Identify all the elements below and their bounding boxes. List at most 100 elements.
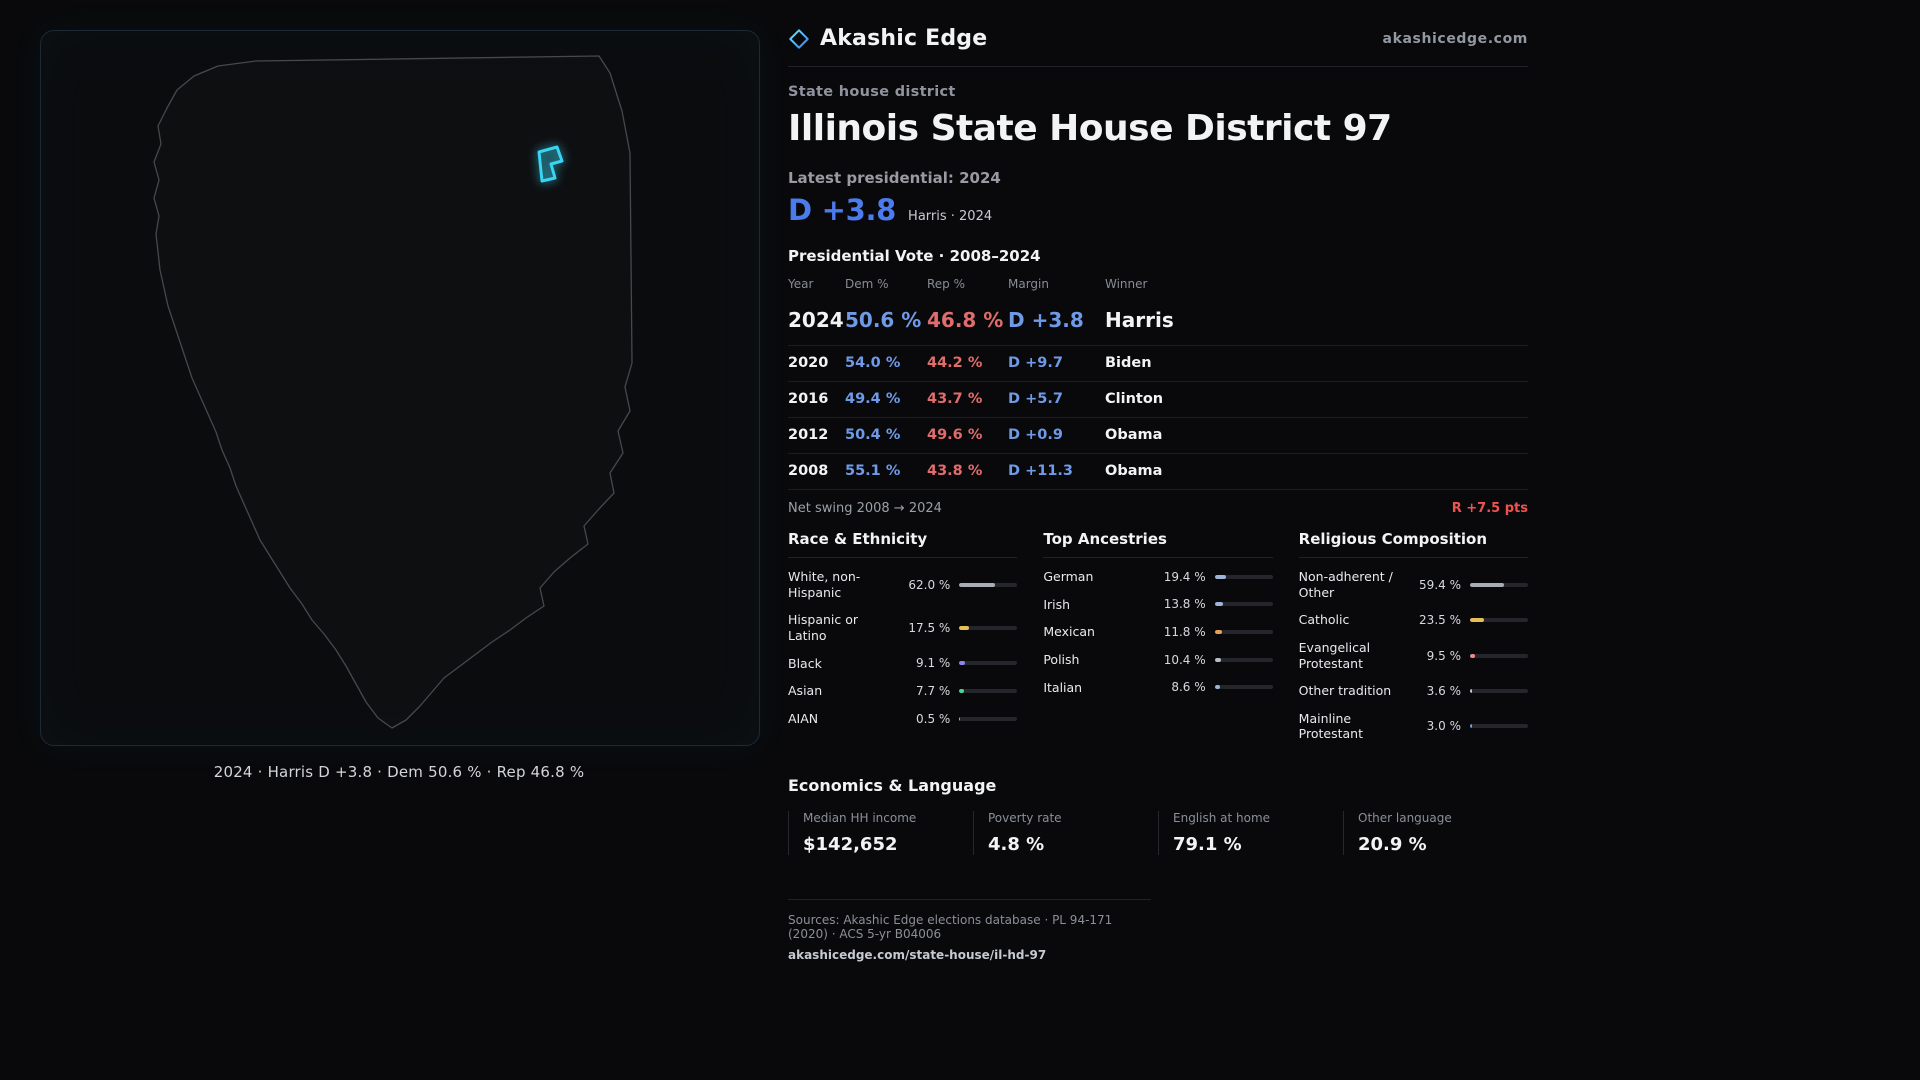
permalink[interactable]: akashicedge.com/state-house/il-hd-97	[788, 948, 1047, 962]
bar-fill	[959, 582, 996, 587]
illinois-outline	[153, 55, 633, 729]
demographic-value: 13.8 %	[1163, 597, 1206, 612]
brand: Akashic Edge	[788, 26, 987, 51]
demographic-label: Polish	[1043, 651, 1080, 667]
col-header-rep: Rep %	[927, 277, 966, 291]
ancestry-items: German 19.4 % Irish 13.8 % Mexican	[1043, 563, 1273, 702]
vote-winner: Obama	[1105, 463, 1163, 479]
vote-year: 2024	[788, 308, 844, 332]
section-religious-composition: Religious Composition Non-adherent / Oth…	[1298, 530, 1528, 748]
footer: Sources: Akashic Edge elections database…	[788, 899, 1151, 962]
bar-track	[959, 582, 1018, 587]
net-swing-value: R +7.5 pts	[1451, 501, 1528, 516]
bar-track	[1469, 688, 1528, 693]
bar-fill	[1469, 724, 1472, 729]
sources-text: Sources: Akashic Edge elections database…	[788, 913, 1113, 941]
vote-year: 2012	[788, 427, 829, 443]
vote-table-body: 2024 50.6 % 46.8 % D +3.8 Harris 2020 54…	[788, 299, 1528, 490]
stat-value: 20.9 %	[1358, 834, 1427, 855]
economics-stats: Median HH income $142,652 Poverty rate 4…	[788, 811, 1528, 855]
bar-track	[1469, 582, 1528, 587]
bar-track	[959, 625, 1018, 630]
stat-label: English at home	[1173, 811, 1271, 825]
bar-fill	[1214, 602, 1223, 607]
vote-winner: Obama	[1105, 427, 1163, 443]
stat-card: Median HH income $142,652	[788, 811, 973, 855]
demographic-row: Other tradition 3.6 %	[1299, 677, 1528, 705]
bar-track	[959, 661, 1018, 666]
vote-table-row: 2020 54.0 % 44.2 % D +9.7 Biden	[788, 346, 1528, 382]
map-caption: 2024 · Harris D +3.8 · Dem 50.6 % · Rep …	[213, 763, 585, 781]
stat-card: Poverty rate 4.8 %	[973, 811, 1158, 855]
demographic-value: 17.5 %	[908, 620, 951, 635]
demographic-row: Hispanic or Latino 17.5 %	[788, 606, 1018, 649]
race-section-title: Race & Ethnicity	[788, 530, 1018, 558]
demographic-value: 9.1 %	[916, 656, 951, 671]
headline-margin-value: D +3.8	[788, 193, 897, 227]
vote-margin: D +5.7	[1008, 391, 1063, 407]
headline-margin-detail: Harris · 2024	[908, 209, 993, 224]
vote-table-row: 2012 50.4 % 49.6 % D +0.9 Obama	[788, 418, 1528, 454]
map-column: 2024 · Harris D +3.8 · Dem 50.6 % · Rep …	[0, 0, 760, 962]
demographic-row: Italian 8.6 %	[1043, 674, 1273, 702]
vote-rep-pct: 49.6 %	[927, 427, 983, 443]
vote-year: 2020	[788, 355, 829, 371]
vote-rep-pct: 44.2 %	[927, 355, 983, 371]
demographic-value: 7.7 %	[916, 683, 951, 698]
stat-card: English at home 79.1 %	[1158, 811, 1343, 855]
stat-value: $142,652	[803, 834, 898, 855]
demographic-value: 19.4 %	[1163, 569, 1206, 584]
district-97-shape[interactable]	[537, 145, 564, 183]
vote-rep-pct: 46.8 %	[927, 308, 1004, 332]
bar-track	[1214, 630, 1273, 635]
demographic-value: 3.0 %	[1426, 719, 1461, 734]
stat-label: Median HH income	[803, 811, 917, 825]
demographic-row: Irish 13.8 %	[1043, 591, 1273, 619]
stat-label: Poverty rate	[988, 811, 1062, 825]
district-kicker: State house district	[788, 84, 956, 100]
demographic-row: Catholic 23.5 %	[1299, 606, 1528, 634]
demographic-label: Hispanic or Latino	[788, 612, 859, 643]
stat-label: Other language	[1358, 811, 1452, 825]
vote-winner: Clinton	[1105, 391, 1164, 407]
bar-fill	[1469, 582, 1505, 587]
vote-margin: D +9.7	[1008, 355, 1063, 371]
latest-label: Latest presidential: 2024	[788, 169, 1001, 187]
vote-year: 2016	[788, 391, 829, 407]
demographic-label: Catholic	[1298, 612, 1350, 628]
demographic-value: 9.5 %	[1426, 648, 1461, 663]
demographic-value: 62.0 %	[908, 577, 951, 592]
site-url[interactable]: akashicedge.com	[1382, 30, 1528, 47]
vote-margin: D +0.9	[1008, 427, 1063, 443]
col-header-margin: Margin	[1008, 277, 1049, 291]
demographic-value: 3.6 %	[1426, 683, 1461, 698]
brand-name: Akashic Edge	[820, 26, 988, 51]
dashboard: 2024 · Harris D +3.8 · Dem 50.6 % · Rep …	[0, 0, 1528, 962]
stat-card: Other language 20.9 %	[1343, 811, 1528, 855]
vote-margin: D +11.3	[1008, 463, 1074, 479]
vote-dem-pct: 55.1 %	[845, 463, 901, 479]
ancestry-section-title: Top Ancestries	[1043, 530, 1273, 558]
demographic-value: 0.5 %	[916, 711, 951, 726]
demographic-row: AIAN 0.5 %	[788, 705, 1018, 733]
bar-track	[1469, 618, 1528, 623]
demographic-row: German 19.4 %	[1043, 563, 1273, 591]
vote-winner: Biden	[1105, 355, 1152, 371]
bar-track	[1214, 685, 1273, 690]
col-header-dem: Dem %	[845, 277, 889, 291]
bar-fill	[1214, 630, 1222, 635]
stat-value: 79.1 %	[1173, 834, 1242, 855]
demographic-label: Other tradition	[1298, 683, 1392, 699]
bar-fill	[1214, 657, 1221, 662]
bar-track	[1214, 657, 1273, 662]
bar-fill	[1214, 685, 1220, 690]
vote-table-row: 2024 50.6 % 46.8 % D +3.8 Harris	[788, 299, 1528, 346]
vote-dem-pct: 50.4 %	[845, 427, 901, 443]
demographic-row: White, non-Hispanic 62.0 %	[788, 563, 1018, 606]
vote-margin: D +3.8	[1008, 308, 1084, 332]
bar-track	[1214, 574, 1273, 579]
bar-fill	[1214, 574, 1226, 579]
header: Akashic Edge akashicedge.com	[788, 26, 1528, 67]
demographic-label: Irish	[1043, 596, 1071, 612]
page-title: Illinois State House District 97	[788, 108, 1392, 149]
